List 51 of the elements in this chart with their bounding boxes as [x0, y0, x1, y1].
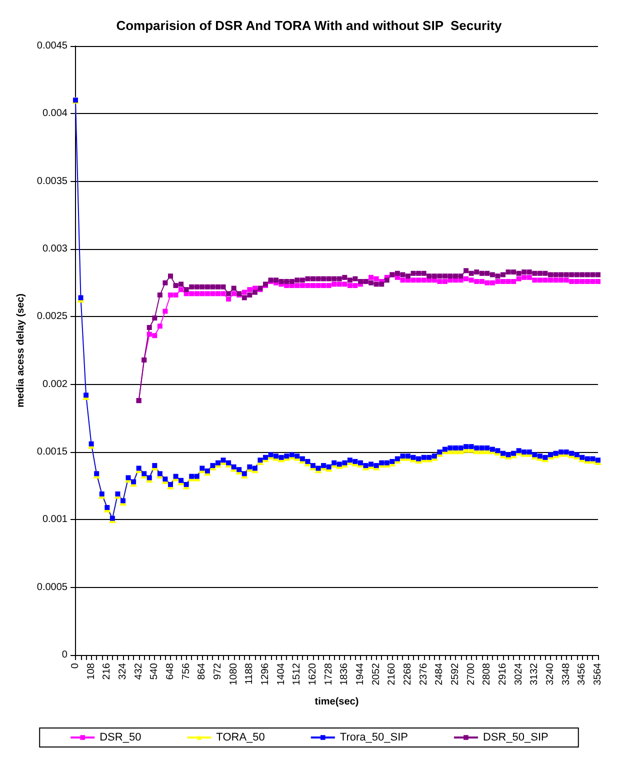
y-tick-label: 0	[62, 650, 68, 660]
legend-label: DSR_50_SIP	[482, 732, 548, 744]
x-tick-label: 3132	[529, 662, 540, 686]
x-tick-label: 3564	[592, 662, 604, 686]
x-tick-label: 756	[180, 662, 192, 680]
x-tick-label: 972	[212, 662, 224, 680]
y-tick-label: 0.004	[42, 108, 68, 120]
y-tick-label: 0.002	[42, 378, 68, 390]
x-tick-label: 1836	[339, 662, 350, 686]
x-tick-label: 108	[86, 662, 97, 680]
x-tick-label: 540	[149, 662, 160, 680]
y-tick-label: 0.0015	[36, 446, 68, 458]
x-tick-label: 2700	[466, 662, 477, 686]
x-tick-label: 2052	[370, 662, 382, 686]
x-tick-label: 1620	[307, 662, 318, 686]
x-tick-label: 2376	[418, 662, 430, 686]
y-tick-label: 0.003	[42, 244, 68, 254]
x-tick-label: 1296	[260, 662, 271, 686]
x-tick-label: 2484	[434, 662, 446, 686]
x-tick-label: 2268	[402, 662, 414, 686]
x-tick-label: 3240	[545, 662, 556, 686]
x-tick-label: 1404	[276, 662, 287, 686]
x-tick-label: 1188	[244, 662, 256, 685]
x-tick-label: 2160	[386, 662, 398, 686]
x-tick-label: 324	[117, 662, 128, 680]
x-tick-label: 2592	[450, 662, 461, 686]
legend-label: Trora_50_SIP	[340, 732, 408, 744]
x-tick-label: 2808	[482, 662, 493, 686]
x-tick-label: 1944	[354, 662, 366, 686]
legend-label: TORA_50	[216, 732, 265, 744]
x-axis-title: time(sec)	[314, 696, 359, 708]
x-tick-label: 216	[102, 662, 113, 680]
x-tick-label: 648	[164, 662, 176, 680]
x-tick-label: 3348	[560, 662, 572, 686]
x-tick-label: 432	[133, 662, 144, 680]
y-tick-label: 0.0035	[36, 176, 68, 187]
legend-label: DSR_50	[100, 732, 142, 744]
x-tick-label: 864	[196, 662, 208, 680]
x-tick-label: 0	[70, 662, 81, 669]
y-tick-label: 0.001	[42, 514, 68, 526]
y-axis-title: media acess delay (sec)	[16, 294, 26, 408]
x-tick-label: 1728	[323, 662, 334, 686]
y-tick-label: 0.0005	[36, 582, 68, 593]
chart-title: Comparision of DSR And TORA With and without SIP Security	[116, 18, 503, 33]
x-tick-label: 2916	[497, 662, 508, 686]
x-tick-label: 3456	[576, 662, 588, 686]
y-tick-label: 0.0045	[36, 40, 68, 52]
x-tick-label: 1512	[292, 662, 303, 686]
y-tick-label: 0.0025	[36, 311, 68, 322]
x-tick-label: 1080	[228, 662, 240, 686]
x-tick-label: 3024	[513, 662, 524, 686]
